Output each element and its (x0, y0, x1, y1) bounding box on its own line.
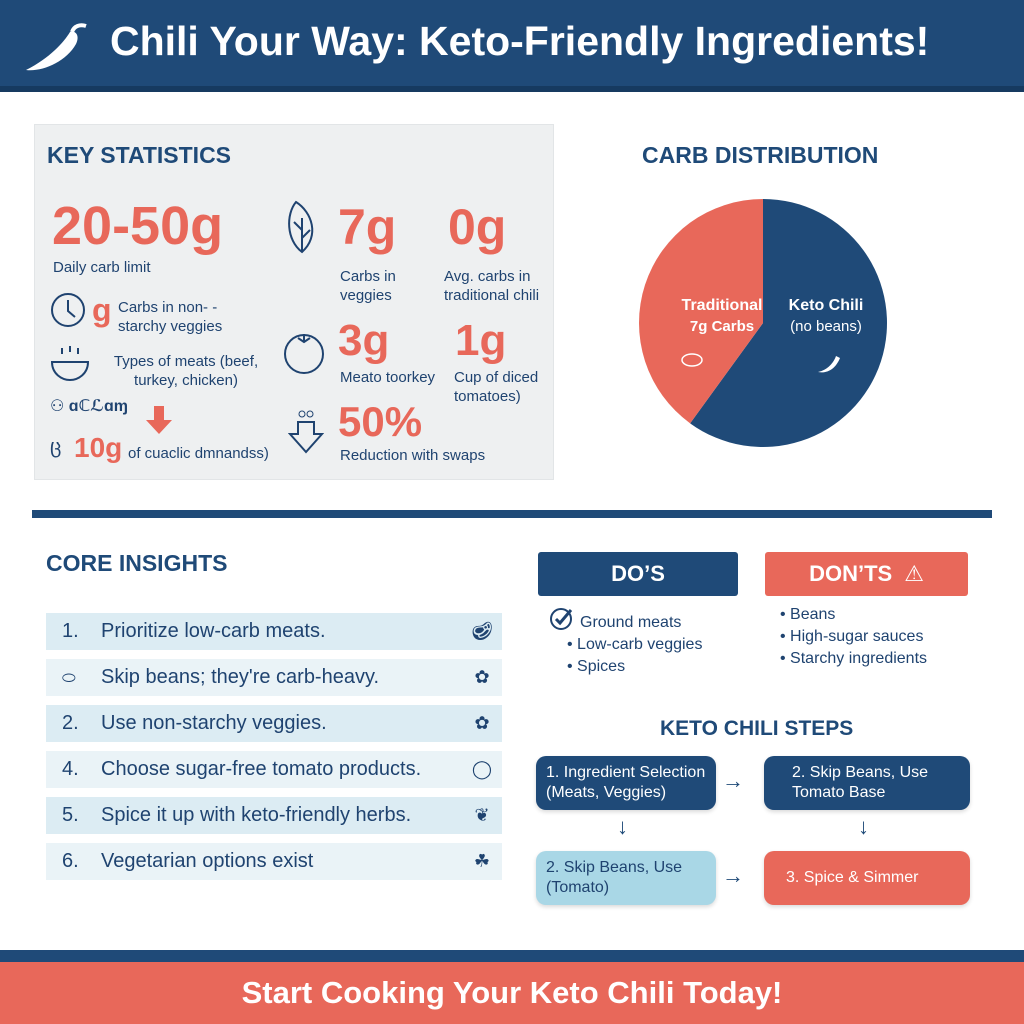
insight-text: Prioritize low-carb meats. (101, 620, 326, 642)
meat-icon (681, 353, 703, 367)
footer-cta-banner[interactable]: Start Cooking Your Keto Chili Today! (0, 962, 1024, 1024)
do-item: Ground meats (580, 614, 682, 631)
stat-label: Reduction with swaps (340, 447, 486, 464)
arrow-down-icon: ↓ (858, 814, 869, 839)
insight-row: 4. Choose sugar-free tomato products. ◯ (46, 751, 502, 788)
footer-stripe (0, 950, 1024, 962)
insight-number: ⬭ (46, 666, 101, 689)
pie-sublabel-traditional: 7g Carbs (690, 318, 754, 335)
insight-text: Choose sugar-free tomato products. (101, 758, 422, 780)
insight-text: Skip beans; they're carb-heavy. (101, 666, 380, 688)
broccoli-icon: ✿ (474, 667, 490, 687)
donts-title: DON’TS (809, 561, 893, 586)
steps-title: KETO CHILI STEPS (660, 717, 854, 740)
do-item: • Low-carb veggies (567, 636, 703, 653)
header-banner (0, 0, 1024, 92)
insight-number: 5. (62, 804, 79, 826)
pie-slice-traditional (639, 199, 763, 424)
section-divider (32, 510, 992, 518)
stat-value: g (92, 292, 112, 328)
dont-item-text: Beans (790, 606, 836, 623)
do-item-text: Spices (577, 658, 626, 675)
insight-row: 2. Use non-starchy veggies. ✿ (46, 705, 502, 742)
pie-chart: Traditional 7g Carbs Keto Chili (no bean… (639, 199, 887, 447)
insight-number: 6. (62, 850, 79, 872)
stat-value: 10g (74, 432, 123, 463)
leaf-icon (288, 200, 314, 254)
herb-icon: ❦ (474, 805, 490, 825)
arrow-down-icon: ↓ (617, 814, 628, 839)
arrow-right-icon: → (722, 863, 744, 888)
dont-item: • Beans (780, 606, 836, 623)
stat-value: 20-50g (52, 196, 224, 256)
dont-item: • High-sugar sauces (780, 628, 924, 645)
reduce-arrow-icon (288, 410, 324, 454)
stats-title: KEY STATISTICS (47, 142, 232, 168)
dos-title: DO’S (611, 561, 665, 586)
stat-label: Daily carb limit (53, 259, 151, 276)
insight-row: 1. Prioritize low-carb meats. 🥩︎ (46, 613, 502, 650)
insight-number: 2. (62, 712, 79, 734)
stat-value: 50% (338, 398, 423, 445)
stat-label: Types of meats (beef, turkey, chicken) (113, 353, 259, 389)
steak-icon: ⬭ (62, 670, 76, 687)
check-circle-icon (550, 608, 573, 630)
insight-number: 4. (62, 758, 79, 780)
step-box-1: 1. Ingredient Selection (Meats, Veggies) (536, 756, 716, 810)
page-title: Chili Your Way: Keto-Friendly Ingredient… (110, 18, 930, 64)
step-box-3: 2. Skip Beans, Use (Tomato) (536, 851, 716, 905)
insights-title: CORE INSIGHTS (46, 550, 228, 576)
chili-pepper-icon (818, 356, 840, 373)
stat-label: Meato toorkey (340, 369, 436, 386)
dont-item-text: High-sugar sauces (790, 628, 924, 645)
stat-value: 0g (448, 199, 507, 255)
pie-slice-keto (690, 199, 887, 447)
sprout-icon: ☘ (473, 851, 491, 871)
dos-header: DO’S (538, 552, 738, 596)
chili-pepper-icon (26, 23, 87, 71)
insight-text: Spice it up with keto-friendly herbs. (101, 804, 412, 826)
insight-row: 5. Spice it up with keto-friendly herbs. ❦ (46, 797, 502, 834)
pie-sublabel-keto: (no beans) (790, 318, 862, 335)
pie-label-keto: Keto Chili (789, 297, 864, 314)
broccoli-icon: ✿ (474, 713, 490, 733)
do-item: • Spices (567, 658, 626, 675)
do-item-text: Low-carb veggies (577, 636, 703, 653)
insight-row: 6. Vegetarian options exist ☘ (46, 843, 502, 880)
dont-item: • Starchy ingredients (780, 650, 928, 667)
stat-label: Avg. carbs in traditional chili (444, 268, 540, 304)
step-box-4: 3. Spice & Simmer (764, 851, 970, 905)
stat-label: Cup of diced tomatoes) (454, 369, 539, 405)
insight-text: Use non-starchy veggies. (101, 712, 327, 734)
chart-title: CARB DISTRIBUTION (642, 142, 879, 168)
insight-row: ⬭ Skip beans; they're carb-heavy. ✿ (46, 659, 502, 696)
clock-icon (51, 293, 85, 327)
warning-icon: ⚠ (904, 561, 924, 586)
stat-value: 3g (338, 316, 390, 365)
bean-icon: ც (50, 436, 62, 458)
cta-text: Start Cooking Your Keto Chili Today! (241, 975, 783, 1010)
stat-value: 7g (338, 199, 397, 255)
steak-icon: 🥩︎ (470, 621, 494, 641)
donts-header: DON’TS ⚠ (765, 552, 968, 596)
stat-label: of cuaclic dmnandss) (128, 445, 269, 462)
bowl-icon (50, 346, 90, 382)
key-statistics-panel (34, 124, 554, 480)
insight-text: Vegetarian options exist (101, 850, 314, 872)
stat-value: 1g (455, 316, 507, 365)
tomato-icon: ◯ (471, 759, 493, 779)
pie-label-traditional: Traditional (682, 297, 763, 314)
stat-label: Carbs in veggies (340, 268, 396, 304)
step-box-2: 2. Skip Beans, Use Tomato Base (764, 756, 970, 810)
arrow-right-icon: → (722, 768, 744, 793)
dont-item-text: Starchy ingredients (790, 650, 928, 667)
stat-label: Carbs in non- -starchy veggies (118, 299, 223, 335)
tomato-icon (284, 334, 324, 374)
insight-number: 1. (62, 620, 79, 642)
down-arrow-icon (146, 406, 172, 434)
garbled-icon: ⚇ ɑℂℒɑɱ (50, 398, 129, 415)
